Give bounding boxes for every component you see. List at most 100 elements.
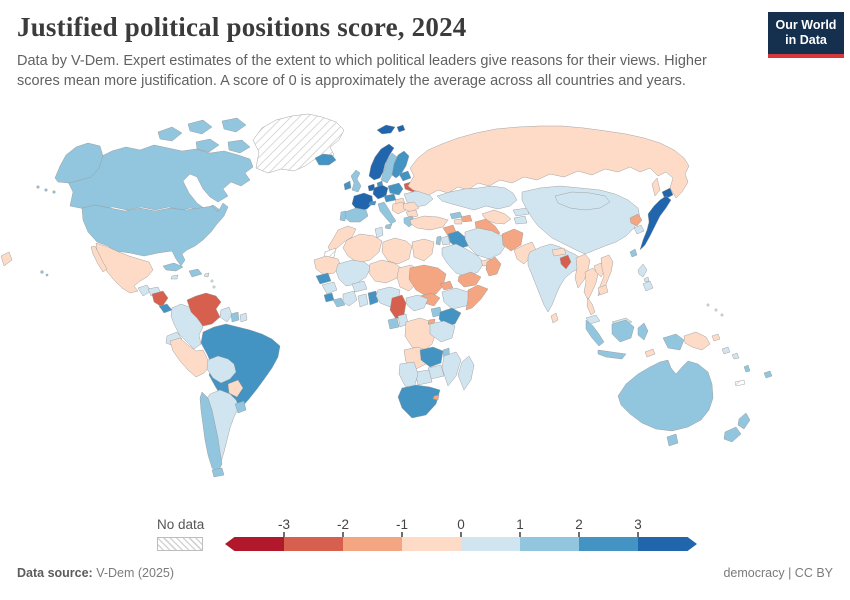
country-kyrgyzstan[interactable] [512,207,530,217]
country-italy-sicily[interactable] [384,223,393,230]
country-uruguay[interactable] [234,400,247,414]
country-ivory-coast[interactable] [342,290,358,307]
country-jamaica[interactable] [170,274,179,280]
country-papua-new-guinea[interactable] [683,331,711,351]
country-solomon-islands[interactable] [731,352,740,360]
country-hispaniola[interactable] [188,268,203,278]
country-png-new-britain[interactable] [711,333,721,342]
country-sri-lanka[interactable] [550,312,559,324]
country-gabon[interactable] [387,317,400,330]
country-niger[interactable] [368,259,402,284]
country-afghanistan[interactable] [501,228,524,252]
country-sudan[interactable] [408,264,447,297]
country-usa-hawaii[interactable] [45,273,49,277]
country-nepal[interactable] [551,247,567,257]
country-russia[interactable] [407,125,690,199]
country-south-korea[interactable] [633,224,645,235]
country-guinea[interactable] [321,281,338,295]
country-portugal[interactable] [339,210,347,222]
country-switzerland[interactable] [368,200,377,206]
country-ghana[interactable] [357,293,369,308]
country-botswana[interactable] [414,369,433,386]
license-note[interactable]: democracy | CC BY [723,566,833,580]
country-svalbard[interactable] [376,124,396,135]
country-svalbard[interactable] [396,124,406,133]
country-solomon-islands[interactable] [721,346,731,355]
country-finland[interactable] [391,150,410,179]
country-mozambique[interactable] [441,351,462,387]
country-russia-wrap[interactable] [0,251,13,267]
country-kazakhstan[interactable] [436,185,518,211]
country-sierra-leone[interactable] [323,292,335,303]
country-philippines-mindanao[interactable] [642,280,654,292]
country-nicaragua[interactable] [151,290,169,308]
country-libya[interactable] [381,237,413,265]
country-japan[interactable] [639,195,672,251]
country-indonesia-sumatra[interactable] [585,319,605,347]
country-micronesia[interactable] [714,308,718,312]
country-philippines-visayas[interactable] [643,276,650,283]
country-french-guiana[interactable] [239,312,248,323]
country-togo-benin[interactable] [367,290,379,306]
country-indonesia-java[interactable] [597,349,627,360]
country-canada-arctic[interactable] [195,138,220,153]
country-liberia[interactable] [332,297,346,308]
country-canada-arctic[interactable] [157,126,183,142]
country-iran[interactable] [464,227,507,260]
country-taiwan[interactable] [629,248,638,258]
country-usa-hawaii[interactable] [40,270,44,274]
country-myanmar[interactable] [574,253,591,289]
country-indonesia-west-papua[interactable] [662,333,685,351]
country-china[interactable] [521,185,641,255]
country-tajikistan[interactable] [513,215,528,225]
country-mali[interactable] [335,259,372,287]
country-bulgaria[interactable] [405,209,419,219]
country-costa-rica[interactable] [158,303,173,314]
country-russia-sakhalin[interactable] [651,177,661,197]
country-indonesia-sulawesi[interactable] [637,322,649,341]
country-canada-arctic[interactable] [227,139,251,154]
country-burkina-faso[interactable] [351,280,368,293]
country-azerbaijan[interactable] [460,214,473,223]
country-new-zealand-south[interactable] [723,426,742,443]
country-madagascar[interactable] [457,355,475,391]
country-drc[interactable] [404,317,437,352]
country-italy[interactable] [377,201,397,225]
country-spain[interactable] [343,207,369,223]
country-south-africa[interactable] [397,384,441,419]
country-canada-arctic[interactable] [187,119,213,135]
country-venezuela[interactable] [186,292,222,327]
country-mexico-baja[interactable] [90,245,108,273]
country-georgia[interactable] [449,211,463,220]
country-usa-aleutians[interactable] [36,185,40,189]
country-united-kingdom[interactable] [350,169,362,193]
country-north-korea[interactable] [629,213,643,227]
country-cuba[interactable] [162,262,184,272]
country-armenia[interactable] [453,218,463,225]
country-philippines-luzon[interactable] [637,263,648,278]
country-puerto-rico[interactable] [203,272,210,278]
country-iceland[interactable] [314,153,337,166]
country-usa-aleutians[interactable] [52,190,56,194]
country-senegal[interactable] [315,272,332,285]
country-bangladesh[interactable] [559,254,572,270]
country-algeria[interactable] [342,233,383,264]
country-thailand[interactable] [583,267,599,301]
country-tierra-del-fuego[interactable] [211,467,225,478]
country-australia[interactable] [617,359,714,432]
country-lesser-antilles[interactable] [210,279,214,283]
country-israel[interactable] [435,235,442,246]
country-morocco[interactable] [327,225,357,253]
country-new-caledonia[interactable] [734,379,746,387]
country-tasmania[interactable] [666,433,679,447]
country-egypt[interactable] [411,238,435,262]
country-mongolia[interactable] [554,191,611,211]
country-new-zealand-north[interactable] [737,412,751,430]
country-ireland[interactable] [343,180,352,191]
country-cambodia[interactable] [597,284,609,296]
country-usa-alaska[interactable] [54,142,104,184]
country-paraguay[interactable] [227,379,244,398]
country-zambia[interactable] [419,346,444,368]
country-vanuatu[interactable] [743,364,751,373]
